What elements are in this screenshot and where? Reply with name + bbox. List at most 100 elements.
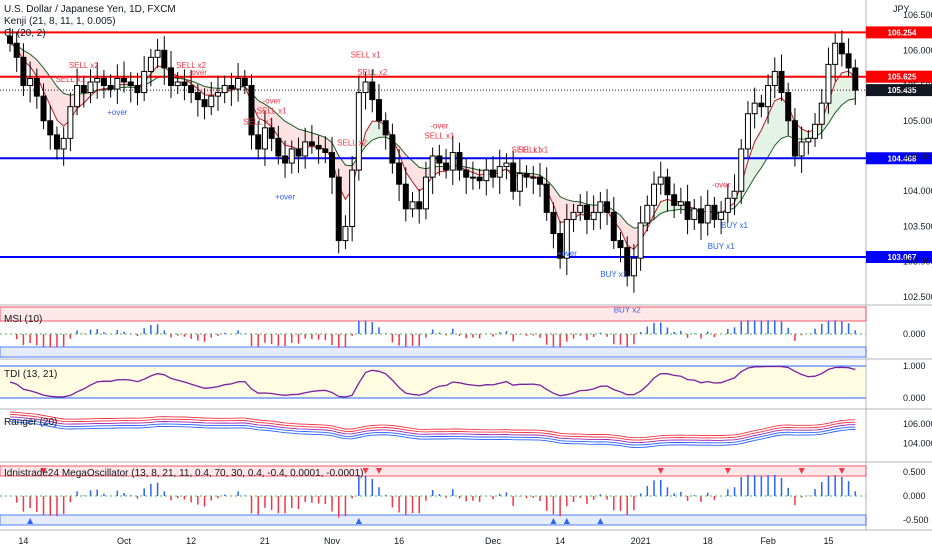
candle-body [785, 92, 792, 122]
cloud-segment [23, 50, 31, 67]
time-tick-label: Feb [760, 536, 776, 546]
signal-label: SELL x2 [357, 68, 387, 77]
candle-body [114, 77, 121, 90]
ranger-tick-label: 106.000 [903, 419, 932, 429]
signal-label: SELL x1 [243, 117, 273, 126]
ranger-band-line [9, 416, 856, 444]
mega-sell-arrow [838, 468, 845, 474]
candle-body [13, 42, 20, 58]
ranger-pane[interactable]: 106.000 104.000 [9, 411, 932, 448]
cloud-segment [204, 86, 212, 96]
mega-oscillator-pane[interactable]: 0.500 0.000 -0.500 [0, 465, 929, 526]
candle-body [496, 166, 503, 178]
candle-body [80, 85, 87, 94]
candle-body [248, 85, 255, 136]
time-tick-label: 14 [555, 536, 565, 546]
time-tick-label: 12 [186, 536, 196, 546]
chart-title: U.S. Dollar / Japanese Yen, 1D, FXCM [4, 4, 176, 15]
candle-body [449, 151, 456, 171]
candle-body [563, 218, 570, 259]
candle-body [697, 208, 704, 224]
tdi-tick-label: 0.000 [903, 393, 926, 403]
candle-body [429, 155, 436, 178]
candle-body [282, 155, 289, 164]
level-tag-bg [866, 152, 932, 165]
candle-body [704, 204, 711, 224]
candle-body [476, 176, 483, 182]
indicator-ci-label: CI (20, 2) [4, 28, 46, 39]
candle-body [731, 190, 738, 199]
signal-label: -over [712, 181, 731, 190]
signal-label: +over [557, 249, 578, 258]
candle-body [590, 211, 597, 220]
mega-sell-arrow [40, 468, 47, 474]
candle-body [778, 70, 785, 94]
candle-body [194, 92, 201, 101]
price-pane[interactable]: 106.254 105.625 104.468 103.067 105.435 SELL … [0, 26, 932, 314]
price-tick-label: 106.500 [903, 10, 932, 20]
cloud-segment [365, 121, 373, 147]
currency-label: JPY [893, 4, 910, 14]
candle-body [644, 204, 651, 224]
candle-body [744, 113, 751, 150]
ranger-band-line [9, 414, 856, 441]
cloud-segment [278, 115, 286, 146]
time-tick-label: Dec [485, 536, 502, 546]
cloud-segment [264, 104, 272, 127]
candle-body [107, 85, 114, 90]
candle-body [664, 176, 671, 196]
candle-body [201, 99, 208, 108]
tdi-pane[interactable]: 1.000 0.000 [0, 361, 926, 403]
axes: 106.500 106.000 105.500 105.000 104.500 104.0… [18, 10, 932, 546]
msi-pane[interactable]: 0.000 [0, 306, 926, 358]
candle-body [295, 148, 302, 157]
cloud-segment [372, 121, 379, 140]
candle-body [47, 120, 54, 136]
mega-sell-arrow [375, 468, 382, 474]
signal-label: SELL x1 [55, 75, 85, 84]
tdi-tick-label: 1.000 [903, 361, 926, 371]
cloud-segment [627, 223, 634, 250]
mega-buy-arrow [550, 518, 557, 524]
candle-body [557, 233, 564, 259]
candle-body [87, 81, 94, 94]
signal-label: +over [107, 108, 128, 117]
grid [0, 0, 932, 531]
mega-lower-band [0, 514, 867, 526]
candle-body [389, 134, 396, 164]
candle-body [7, 35, 13, 44]
last-price-tag-label: 105.435 [888, 86, 917, 95]
candle-body [624, 247, 631, 277]
signal-label: BUY x1 [600, 270, 628, 279]
mega-buy-arrow [27, 518, 34, 524]
candle-body [161, 49, 168, 69]
signal-label: SELL x2 [337, 138, 367, 147]
candle-body [335, 176, 342, 242]
candle-body [382, 120, 389, 136]
candle-body [637, 222, 644, 259]
candle-body [416, 201, 423, 210]
candle-body [396, 162, 403, 185]
signal-label: SELL x1 [351, 50, 381, 59]
level-tag-label: 104.468 [888, 154, 917, 163]
candle-body [812, 123, 819, 139]
signal-label: +over [275, 193, 296, 202]
candle-body [355, 92, 362, 171]
mega-buy-arrow [355, 518, 362, 524]
candle-body [147, 56, 154, 72]
cloud-segment [405, 154, 413, 182]
time-tick-label: Oct [117, 536, 132, 546]
candle-body [536, 176, 543, 185]
candle-body [74, 85, 81, 108]
msi-label: MSI (10) [4, 314, 42, 325]
candle-body [255, 134, 262, 150]
cloud-segment [835, 72, 842, 113]
cloud-segment [747, 141, 755, 189]
candle-body [127, 81, 134, 87]
candle-body [228, 85, 235, 90]
price-tick-label: 103.000 [903, 257, 932, 267]
time-tick-label: 16 [394, 536, 404, 546]
candle-body [691, 208, 698, 220]
